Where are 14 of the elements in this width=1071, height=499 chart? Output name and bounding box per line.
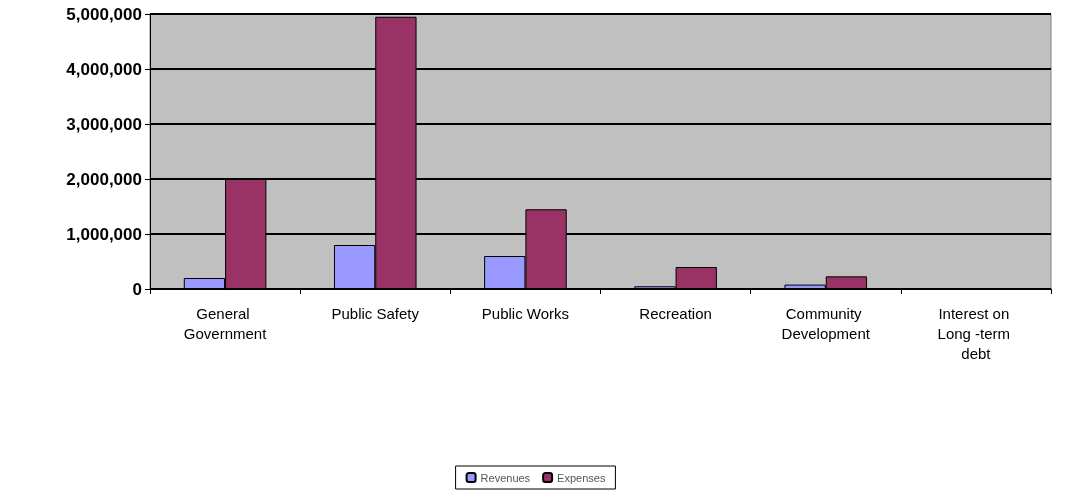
x-tick-label: Interest on Long -term debt <box>937 304 1015 362</box>
y-tick-label: 2,000,000 <box>66 169 142 189</box>
legend-label: Revenues <box>480 471 531 484</box>
x-tick-label: Public Works <box>481 304 570 322</box>
x-tick-label: Recreation <box>639 304 712 322</box>
y-tick-label: 3,000,000 <box>66 114 142 134</box>
y-tick-label: 0 <box>132 279 142 299</box>
y-tick-label: 1,000,000 <box>66 224 142 244</box>
y-tick-label: 5,000,000 <box>66 4 142 24</box>
x-tick-label: Community Development <box>781 304 871 342</box>
legend-label: Expenses <box>557 471 606 484</box>
x-tick-label: Public Safety <box>331 304 420 322</box>
x-tick-label: General Government <box>183 304 268 342</box>
y-tick-label: 4,000,000 <box>66 59 142 79</box>
